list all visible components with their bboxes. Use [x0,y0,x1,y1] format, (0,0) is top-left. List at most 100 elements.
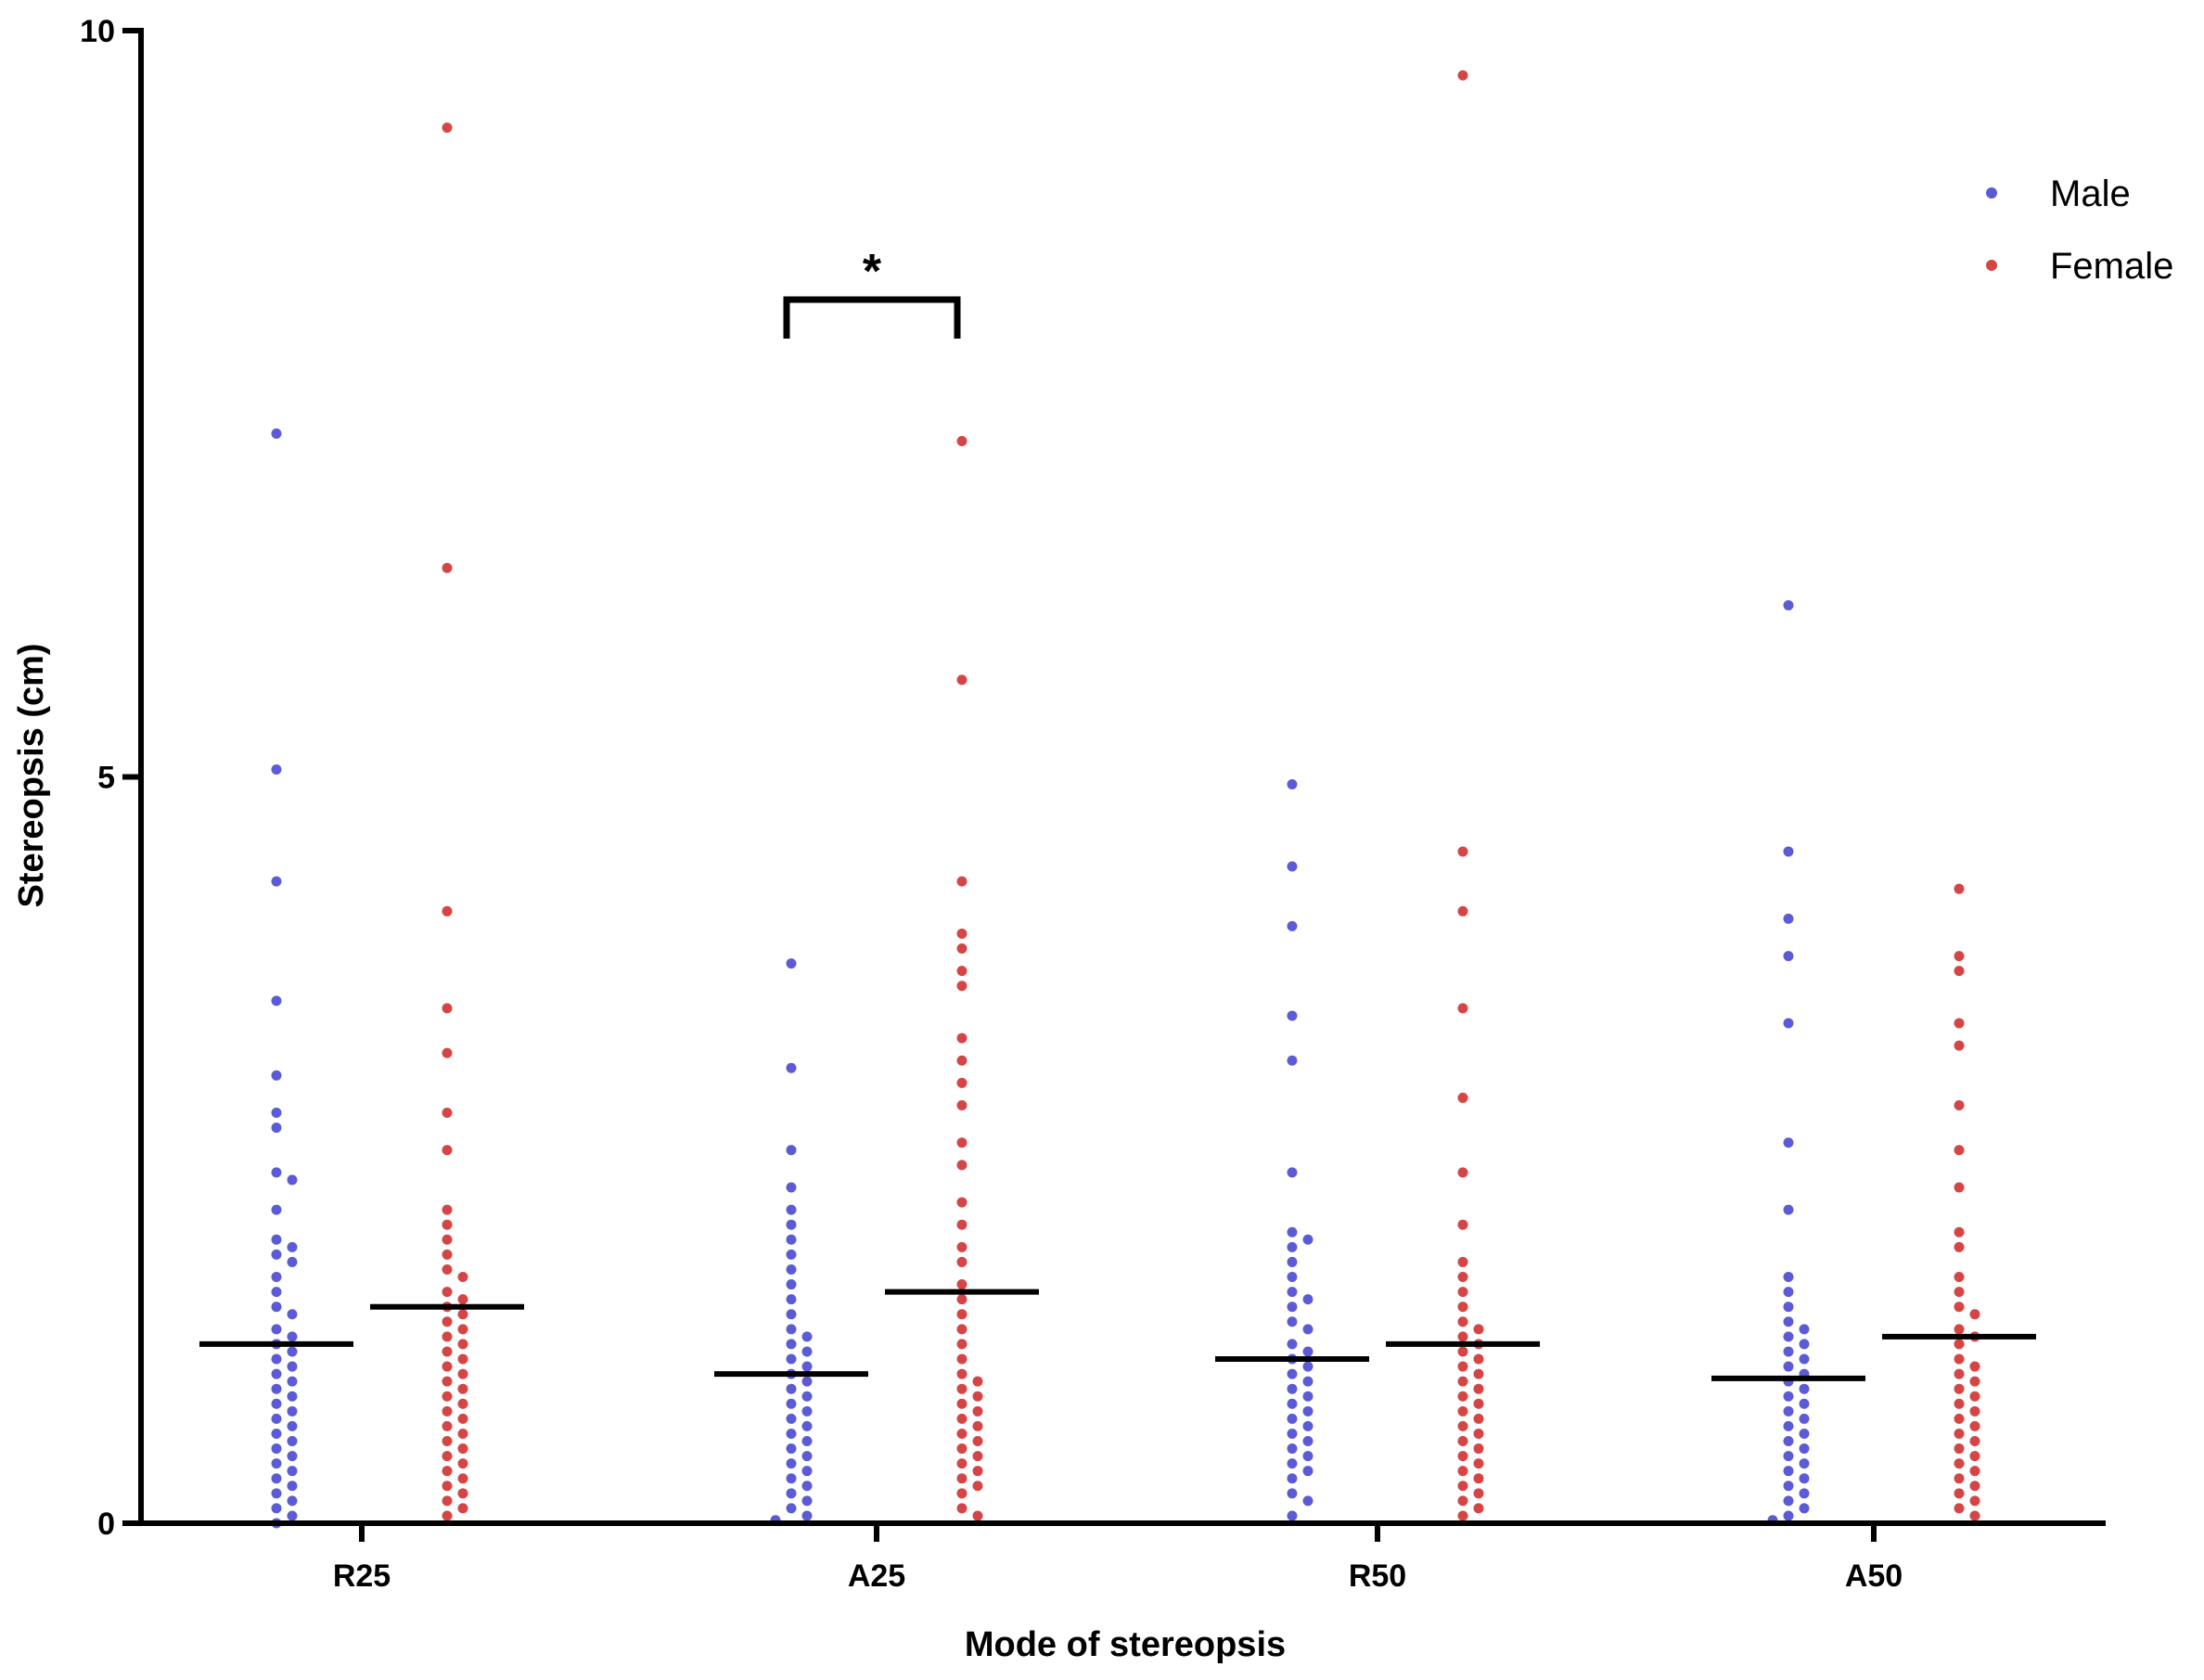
point-female-a50-14 [1954,1324,1965,1335]
point-female-a50-19 [1954,1368,1965,1379]
point-female-r25-10 [442,1249,453,1260]
point-female-r25-12 [457,1272,468,1283]
point-male-a50-1 [1783,846,1794,857]
point-male-a50-13 [1799,1339,1810,1350]
point-female-a25-12 [956,1160,967,1171]
point-male-r50-21 [1302,1376,1313,1387]
point-female-r50-5 [1457,1167,1468,1178]
point-female-a50-32 [1969,1466,1980,1477]
x-tick-label-a50: A50 [1845,1558,1903,1594]
point-male-a50-4 [1783,1018,1794,1029]
point-female-r25-14 [457,1294,468,1305]
point-male-r50-7 [1302,1234,1313,1245]
point-female-r50-33 [1457,1481,1468,1492]
point-female-r50-13 [1457,1331,1468,1342]
point-female-r25-30 [457,1413,468,1424]
point-female-r25-6 [442,1145,453,1156]
point-male-r25-31 [287,1420,298,1431]
point-male-a25-29 [801,1451,813,1462]
point-female-a25-22 [956,1353,967,1365]
point-female-a50-18 [1969,1361,1980,1372]
point-male-r25-40 [271,1488,282,1499]
point-male-r25-35 [287,1451,298,1462]
point-female-r25-17 [442,1316,453,1327]
point-female-a50-27 [1954,1428,1965,1439]
point-female-a25-36 [972,1466,983,1477]
point-male-a25-1 [786,1062,797,1073]
point-female-a25-21 [956,1339,967,1350]
point-female-a50-38 [1969,1510,1980,1521]
point-female-a25-40 [956,1503,967,1514]
point-female-a25-1 [956,674,967,686]
point-male-a50-2 [1783,913,1794,924]
point-male-a25-6 [786,1234,797,1245]
point-female-a25-34 [972,1451,983,1462]
point-female-r25-7 [442,1204,453,1215]
point-male-a25-31 [801,1466,813,1477]
point-male-r50-12 [1302,1294,1313,1305]
point-female-a50-35 [1954,1488,1965,1499]
y-tick-label-0: 0 [97,1507,115,1542]
point-female-r25-23 [442,1361,453,1372]
point-male-a50-29 [1799,1458,1810,1469]
point-male-a50-12 [1783,1331,1794,1342]
point-female-a50-5 [1954,1099,1965,1110]
point-female-a25-15 [956,1241,967,1252]
point-male-a25-13 [801,1331,813,1342]
point-female-r50-18 [1473,1368,1484,1379]
point-female-r25-42 [457,1503,468,1514]
point-male-a50-5 [1783,1137,1794,1148]
point-female-a50-6 [1954,1145,1965,1156]
point-male-a25-16 [786,1353,797,1365]
point-female-r50-8 [1457,1272,1468,1283]
point-female-r25-39 [442,1481,453,1492]
point-male-a50-8 [1783,1287,1794,1298]
point-female-r50-12 [1473,1324,1484,1335]
significance-bracket-line [783,296,961,339]
point-male-a25-20 [786,1383,797,1394]
x-axis-title: Mode of stereopsis [965,1625,1286,1664]
point-male-r50-37 [1287,1510,1298,1521]
point-female-r50-19 [1457,1376,1468,1387]
point-male-r50-24 [1287,1398,1298,1409]
point-male-a50-23 [1799,1413,1810,1424]
point-female-a25-6 [956,981,967,992]
point-female-r25-20 [457,1339,468,1350]
point-male-a25-24 [786,1413,797,1424]
y-tick-label-5: 5 [97,761,115,796]
point-male-a25-9 [786,1279,797,1290]
point-male-r25-28 [271,1398,282,1409]
point-female-r50-7 [1457,1256,1468,1267]
point-male-r50-20 [1287,1368,1298,1379]
point-female-a25-14 [956,1219,967,1230]
point-female-r50-9 [1457,1287,1468,1298]
point-male-a25-36 [786,1503,797,1514]
point-male-r25-1 [271,763,282,775]
point-male-a50-24 [1783,1420,1794,1431]
point-female-r50-30 [1473,1458,1484,1469]
point-male-a25-35 [801,1495,813,1507]
point-female-a25-25 [956,1383,967,1394]
point-female-r25-35 [442,1451,453,1462]
point-female-a25-28 [972,1405,983,1417]
point-female-a50-0 [1954,883,1965,894]
point-female-r25-21 [442,1346,453,1357]
point-male-r25-17 [287,1309,298,1320]
point-male-a50-15 [1799,1353,1810,1365]
point-male-r50-23 [1302,1391,1313,1402]
point-female-r50-0 [1457,70,1468,81]
point-male-a50-6 [1783,1204,1794,1215]
point-female-a50-9 [1954,1241,1965,1252]
legend-label-male: Male [2050,173,2131,214]
point-male-r25-9 [271,1204,282,1215]
point-female-a50-11 [1954,1287,1965,1298]
point-male-a25-23 [801,1405,813,1417]
point-male-r50-36 [1302,1495,1313,1507]
point-female-r25-32 [457,1428,468,1439]
point-female-a50-8 [1954,1226,1965,1238]
point-female-a50-12 [1954,1302,1965,1313]
point-female-r50-26 [1473,1428,1484,1439]
point-male-r25-43 [287,1510,298,1521]
point-female-a25-5 [956,966,967,977]
point-male-r25-23 [287,1361,298,1372]
